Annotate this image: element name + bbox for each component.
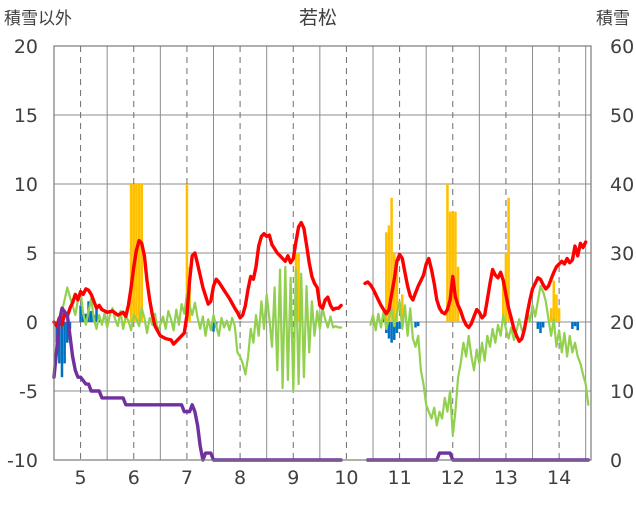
y-left-tick-label: 0 (26, 312, 38, 334)
y-right-tick-label: 50 (610, 105, 634, 127)
y-axis-label-right: 積雪 (596, 9, 630, 29)
plot-frame (53, 45, 592, 461)
y-left-tick-label: -5 (19, 381, 38, 403)
y-right-tick-label: 30 (610, 243, 634, 265)
precipitation-bar (541, 322, 545, 328)
wind-line (58, 265, 343, 393)
y-left-tick-label: 20 (14, 36, 38, 58)
x-tick-label: 8 (234, 467, 246, 489)
snowfall-bar (390, 197, 393, 322)
snowfall-bar (451, 211, 455, 322)
precipitation-bar (212, 322, 215, 332)
y-left-tick-label: -10 (7, 450, 38, 472)
x-tick-label: 12 (441, 467, 465, 489)
snowfall-bar (507, 197, 510, 322)
snowfall-bar (124, 322, 128, 323)
precipitation-bar (66, 322, 69, 343)
wind-line (369, 285, 590, 437)
precipitation-bar (398, 322, 401, 329)
snowfall-bar (132, 184, 136, 322)
y-right-tick-label: 10 (610, 381, 634, 403)
temperature-line (52, 220, 343, 346)
y-left-tick-label: 10 (14, 174, 38, 196)
tick-labels: -10 -5 0 5 10 15 20 0 10 20 30 40 50 60 5 6 7 8 9 10 11 12 13 1… (7, 36, 634, 489)
precipitation-bar (382, 316, 385, 322)
precipitation-bar (63, 322, 66, 364)
x-tick-label: 9 (287, 467, 299, 489)
snowfall-bar (185, 184, 189, 322)
plot-border (53, 45, 592, 461)
snowfall-bar (129, 184, 133, 322)
y-right-tick-label: 0 (610, 450, 622, 472)
chart-title: 若松 (299, 7, 337, 29)
snowfall-bar (456, 266, 460, 322)
x-tick-label: 11 (388, 467, 412, 489)
snowfall-bar (297, 253, 300, 322)
snowfall-bar (448, 211, 452, 322)
grid (54, 46, 591, 460)
precipitation-bar (89, 310, 93, 322)
precipitation-bar (95, 308, 98, 322)
snowfall-bar (454, 211, 457, 322)
snowfall-bar (137, 184, 141, 322)
y-axis-label-left: 積雪以外 (4, 9, 72, 29)
x-tick-label: 13 (494, 467, 518, 489)
precipitation-bar (573, 322, 577, 327)
x-tick-label: 10 (334, 467, 358, 489)
snowfall-bar (502, 280, 505, 322)
y-left-tick-label: 5 (26, 243, 38, 265)
snowfall-bar (140, 184, 143, 322)
snowfall-bar (446, 184, 449, 322)
snow_depth-line (366, 451, 590, 462)
precipitation-bar (60, 322, 64, 378)
precipitation-bar (416, 322, 420, 327)
precipitation-bar (571, 322, 574, 329)
precipitation-bar (58, 322, 61, 364)
precipitation-bar (395, 322, 399, 334)
precipitation-bar (414, 322, 417, 328)
snow_depth-line (52, 306, 343, 462)
snowfall-bar (395, 266, 399, 322)
y-right-tick-label: 60 (610, 36, 634, 58)
precipitation-bar (536, 322, 540, 329)
y-right-tick-label: 40 (610, 174, 634, 196)
y-left-tick-label: 15 (14, 105, 38, 127)
snowfall-bar (555, 294, 558, 322)
snowfall-bar (557, 308, 561, 322)
precipitation-bar (84, 313, 88, 322)
y-right-tick-label: 20 (610, 312, 634, 334)
snowfall-bar (549, 308, 553, 322)
x-tick-label: 7 (181, 467, 193, 489)
x-tick-label: 5 (75, 467, 87, 489)
precipitation-bar (539, 322, 542, 334)
precipitation-bar (576, 322, 579, 331)
snowfall-bar (552, 280, 556, 322)
precipitation-bar (390, 322, 393, 343)
snowfall-bar (400, 294, 404, 322)
precipitation-bar (387, 322, 391, 339)
precipitation-bar (79, 305, 82, 322)
x-tick-label: 14 (547, 467, 571, 489)
x-tick-label: 6 (128, 467, 140, 489)
precipitation-bar (393, 322, 396, 340)
snowfall-bar (387, 225, 391, 322)
temperature-line (363, 240, 588, 343)
snowfall-bar (385, 232, 388, 322)
